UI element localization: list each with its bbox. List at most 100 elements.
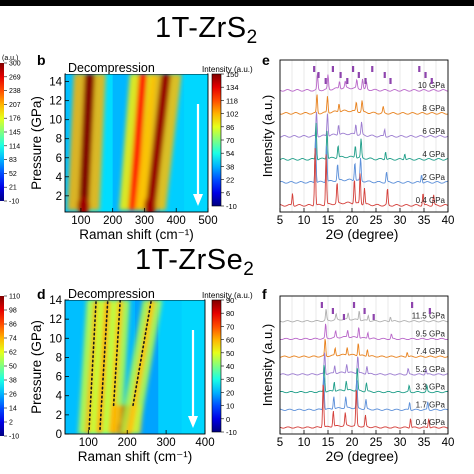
x-tick-label: 25: [370, 437, 383, 449]
colorbar-tick-label: 80: [226, 309, 234, 318]
reflection-tick-mark: [357, 72, 360, 78]
peak-trace-dots: [112, 300, 122, 407]
y-tick-label: 4: [56, 172, 63, 184]
xrd-pattern-line: [280, 122, 448, 161]
x-axis-label: Raman shift (cm⁻¹): [79, 227, 193, 242]
series-label: 8 GPa: [422, 104, 445, 113]
xrd-pattern-line: [280, 323, 448, 341]
series-label: 11.5 GPa: [412, 312, 446, 321]
title-zrs2: 1T-ZrS2: [155, 12, 258, 48]
series-label: 1.7 GPa: [416, 400, 446, 409]
reflection-tick-mark: [317, 72, 320, 78]
reflection-tick-mark: [324, 78, 327, 84]
reflection-tick-mark: [383, 72, 386, 78]
series-label: 0.4 GPa: [416, 418, 446, 427]
series-label: 0.4 GPa: [416, 196, 446, 205]
panel-label-d: d: [37, 286, 46, 302]
peak-trace-dots: [88, 300, 97, 431]
y-tick-label: 12: [49, 314, 62, 326]
reflection-tick-mark: [342, 314, 346, 320]
heatmap-band: [158, 300, 182, 434]
series-label: 5.2 GPa: [416, 365, 446, 374]
xrd-pattern-line: [280, 364, 448, 394]
heatmap-peak-core: [108, 300, 124, 434]
xrd-panel-f: 11.5 GPa 9.5 GPa 7.4 GPa 5.2 GPa 3.3 GPa 1.7 …: [260, 295, 455, 464]
plot-frame: [279, 59, 449, 213]
y-tick-label: 0: [56, 429, 62, 441]
colorbar-tick-label: 0: [226, 415, 230, 424]
xrd-panel-e: 10 GPa 8 GPa 6 GPa 4 GPa 2 GPa 0.4 GPa 5 10 15 20…: [260, 59, 455, 242]
xrd-pattern-line: [280, 375, 448, 411]
heatmap-peak-core: [145, 74, 171, 211]
y-axis-label: Pressure (GPa): [29, 320, 44, 414]
colorbar-tick-label: 60: [226, 336, 234, 345]
xrd-pattern-line: [280, 73, 448, 92]
reflection-tick-mark: [371, 66, 374, 72]
x-tick-label: 20: [346, 437, 359, 449]
left-colorbar-tick-label-top: 269: [9, 74, 21, 81]
colorbar-tick-label: 40: [226, 362, 234, 371]
x-tick-label: 25: [370, 215, 383, 227]
heatmap-peak-core: [128, 74, 148, 211]
y-tick-label: 14: [49, 77, 62, 89]
left-colorbar-bottom: [0, 296, 4, 436]
left-colorbar-tick-label-top: 83: [9, 157, 17, 164]
plot-frame: [279, 295, 449, 435]
y-tick-label: 2: [56, 191, 62, 203]
left-colorbar-tick-label-top: 207: [9, 102, 21, 109]
left-colorbar-tick-label-bottom: 2: [9, 420, 13, 427]
x-tick-label: 500: [198, 215, 217, 227]
heatmap-band: [184, 74, 208, 212]
panel-label-b: b: [37, 52, 46, 68]
x-tick-label: 40: [442, 215, 455, 227]
reflection-tick-mark: [320, 302, 323, 308]
y-tick-label: 8: [56, 134, 62, 146]
left-colorbar-tick-label-bottom: 62: [9, 350, 17, 357]
reflection-tick-mark: [339, 72, 342, 78]
y-tick-label: 6: [56, 372, 62, 384]
reflection-tick-mark: [331, 66, 334, 72]
x-tick-label: 30: [394, 215, 407, 227]
x-tick-label: 5: [277, 437, 283, 449]
colorbar-tick-label: 10: [226, 402, 234, 411]
reflection-tick-mark: [364, 78, 367, 84]
x-tick-label: 35: [418, 215, 431, 227]
left-colorbar-tick-label-bottom: 50: [9, 364, 17, 371]
reflection-tick-mark: [313, 66, 316, 72]
x-tick-label: 10: [298, 437, 311, 449]
heatmap-peak-max: [77, 196, 90, 212]
y-axis-label: Intensity (a.u.): [260, 95, 275, 177]
heatmap-title: Decompression: [68, 287, 155, 301]
xrd-pattern-line: [280, 384, 448, 429]
reflection-tick-mark: [428, 308, 431, 314]
xrd-pattern-line: [280, 111, 448, 138]
reflection-tick-mark: [346, 78, 349, 84]
left-colorbar-top: [0, 63, 4, 201]
colorbar: [211, 299, 222, 433]
colorbar-tick-label: 22: [226, 176, 234, 185]
colorbar-title: Intensity (a.u.): [202, 291, 253, 300]
x-tick-label: 40: [442, 437, 455, 449]
reflection-tick-mark: [430, 78, 433, 84]
panel-label-e: e: [262, 52, 270, 68]
x-tick-label: 300: [135, 215, 154, 227]
series-label: 4 GPa: [422, 150, 445, 159]
y-tick-label: 14: [49, 295, 62, 307]
y-tick-label: 8: [56, 352, 62, 364]
x-tick-label: 400: [195, 437, 214, 449]
series-label: 3.3 GPa: [416, 383, 446, 392]
x-tick-label: 300: [157, 437, 176, 449]
x-tick-label: 20: [346, 215, 359, 227]
colorbar: [211, 73, 222, 207]
pressure-arrow-head: [193, 194, 203, 206]
heatmap-panel-b: Decompression 2 4 6 8 10 12 14 100 200 300 400 500 Ra…: [29, 60, 253, 242]
x-tick-label: 200: [103, 215, 122, 227]
colorbar-tick-label: 38: [226, 162, 234, 171]
left-colorbar-tick-label-bottom: 14: [9, 406, 17, 413]
reflection-tick-mark: [352, 302, 356, 308]
series-label: 6 GPa: [422, 127, 445, 136]
series-label: 10 GPa: [418, 81, 446, 90]
panel-label-f: f: [262, 286, 267, 302]
